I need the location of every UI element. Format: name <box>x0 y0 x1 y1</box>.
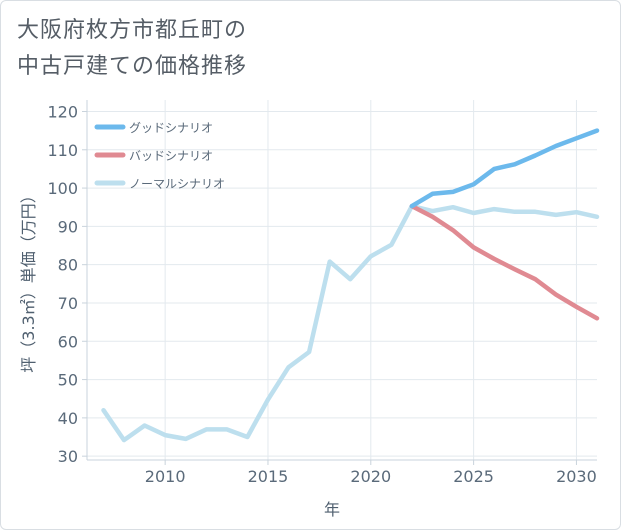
chart-title-line-1: 大阪府枚方市都丘町の <box>17 18 248 43</box>
y-tick-label: 40 <box>58 409 78 428</box>
x-tick-label: 2010 <box>145 467 186 486</box>
y-tick-label: 70 <box>58 294 78 313</box>
series-line <box>101 203 600 443</box>
x-tick-label: 2020 <box>350 467 391 486</box>
x-tick-label: 2025 <box>453 467 494 486</box>
grid-lines <box>87 100 597 460</box>
series-line <box>409 128 600 209</box>
legend-label: バッドシナリオ <box>129 149 213 163</box>
y-tick-label: 80 <box>58 256 78 275</box>
series-line <box>409 203 600 321</box>
x-tick-label: 2015 <box>248 467 289 486</box>
y-tick-label: 30 <box>58 447 78 466</box>
axes: 30 40 50 60 70 80 90 100 110 120 2010 2015 2020 2025 2… <box>19 100 597 519</box>
y-tick-label: 60 <box>58 332 78 351</box>
y-tick-label: 50 <box>58 371 78 390</box>
y-tick-label: 90 <box>58 217 78 236</box>
legend-label: グッドシナリオ <box>129 121 213 135</box>
legend-label: ノーマルシナリオ <box>129 177 225 191</box>
x-axis-title: 年 <box>324 500 340 519</box>
chart-title-line-2: 中古戸建ての価格推移 <box>17 54 248 79</box>
y-tick-label: 100 <box>47 179 78 198</box>
x-tick-label: 2030 <box>556 467 597 486</box>
y-tick-label: 120 <box>47 102 78 121</box>
series-lines <box>101 128 600 443</box>
chart-title: 大阪府枚方市都丘町の 中古戸建ての価格推移 <box>17 13 247 85</box>
y-tick-label: 110 <box>47 141 78 160</box>
y-axis-title: 坪（3.3㎡）単価（万円） <box>19 187 38 372</box>
